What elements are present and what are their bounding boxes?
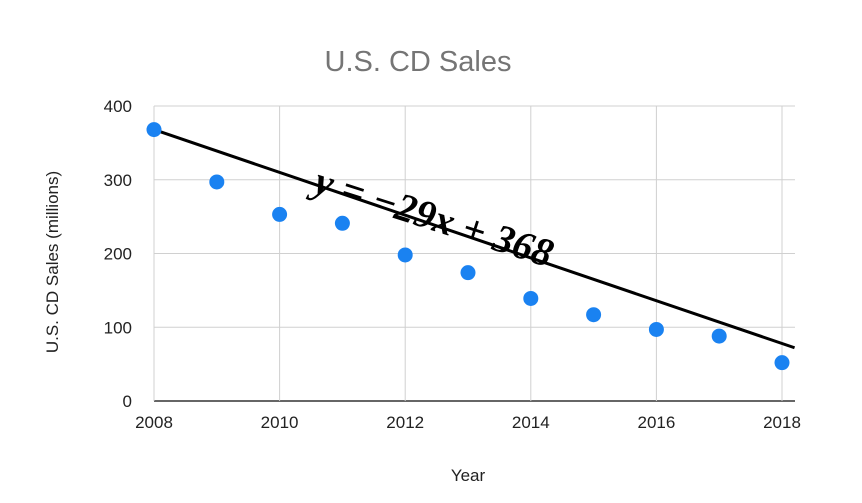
x-tick-label: 2018 — [763, 413, 801, 432]
x-tick-label: 2010 — [261, 413, 299, 432]
x-tick-label: 2008 — [135, 413, 173, 432]
data-point — [334, 215, 350, 231]
y-tick-label: 100 — [104, 318, 132, 337]
data-point — [209, 174, 225, 190]
y-tick-label: 200 — [104, 245, 132, 264]
y-tick-label: 400 — [104, 97, 132, 116]
y-axis-title: U.S. CD Sales (millions) — [43, 171, 62, 353]
data-point — [460, 265, 476, 281]
data-point — [146, 122, 162, 138]
x-tick-label: 2014 — [512, 413, 550, 432]
grid — [153, 105, 795, 402]
data-point — [648, 321, 664, 337]
data-points — [146, 122, 790, 371]
y-tick-label: 300 — [104, 171, 132, 190]
trendline — [153, 128, 796, 350]
y-axis-ticks: 0 100 200 300 400 — [104, 97, 132, 411]
x-axis-title: Year — [451, 466, 486, 485]
x-tick-label: 2016 — [637, 413, 675, 432]
y-tick-label: 0 — [123, 392, 132, 411]
data-point — [272, 206, 288, 222]
data-point — [774, 355, 790, 371]
x-tick-label: 2012 — [386, 413, 424, 432]
x-axis-ticks: 2008 2010 2012 2014 2016 2018 — [135, 413, 801, 432]
data-point — [711, 328, 727, 344]
data-point — [397, 247, 413, 263]
data-point — [523, 290, 539, 306]
data-point — [586, 307, 602, 323]
chart-title: U.S. CD Sales — [325, 46, 512, 78]
